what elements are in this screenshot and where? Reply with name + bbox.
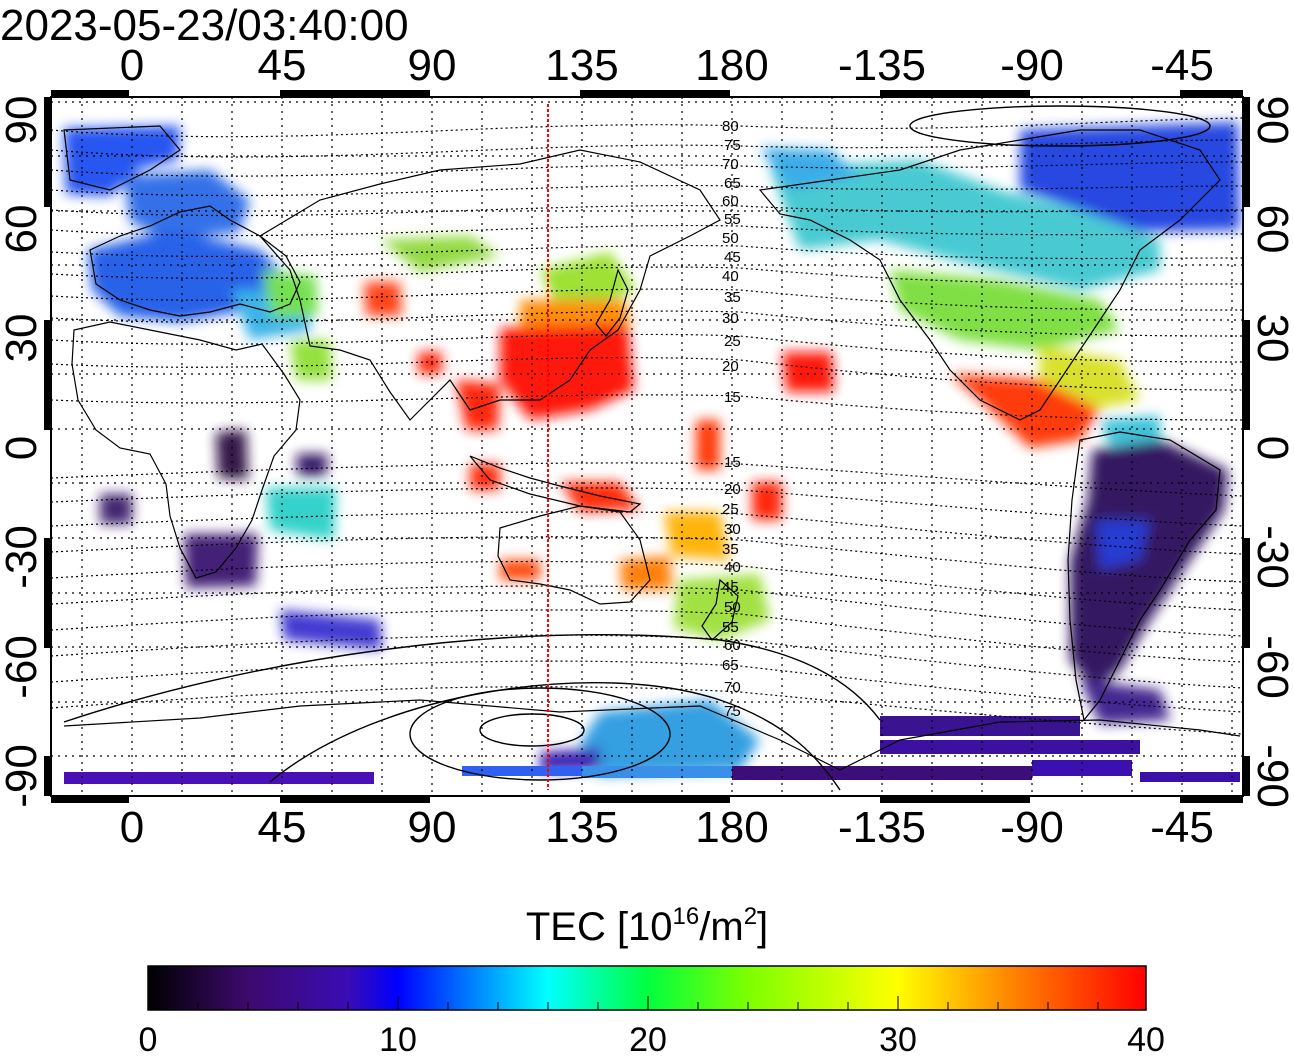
tec-patch [266, 488, 336, 540]
contour-label: 65 [724, 175, 741, 192]
contour-label: 20 [724, 481, 741, 498]
contour-label: 65 [722, 657, 739, 674]
bottom-tick: 0 [119, 803, 145, 852]
contour-label: 15 [724, 454, 741, 471]
tec-patch [664, 512, 730, 560]
magnetic-contours [51, 117, 1243, 735]
contour-label: 55 [724, 211, 741, 228]
tec-patch [950, 374, 1100, 448]
coastlines [63, 125, 1241, 771]
tec-band [732, 766, 1032, 780]
tec-patch [290, 340, 332, 380]
tec-patch [418, 352, 442, 374]
top-tick: 90 [407, 41, 457, 90]
pole-contours [63, 105, 1211, 791]
bottom-tick: -90 [1000, 803, 1064, 852]
bottom-tick: 180 [695, 803, 769, 852]
tec-patch [456, 380, 500, 430]
contour-label: 75 [724, 137, 741, 154]
grid [51, 97, 1243, 796]
contour-label: 30 [722, 310, 739, 327]
colorbar-tick-label: 30 [879, 1021, 917, 1059]
tec-patch [1096, 520, 1150, 570]
tec-patch [752, 482, 782, 520]
tec-band [1032, 760, 1132, 776]
contour-label: 75 [724, 703, 741, 720]
tec-patch [380, 236, 500, 272]
contour-label: 80 [722, 118, 739, 135]
bottom-tick: -45 [1150, 803, 1214, 852]
contour-label: 50 [724, 599, 741, 616]
tec-patch [770, 160, 1160, 290]
contour-labels-north: 80 75 70 65 60 55 50 45 40 35 30 25 20 1… [722, 118, 741, 406]
contour-label: 45 [722, 579, 739, 596]
tec-patch [620, 556, 672, 590]
timestamp-title: 2023-05-23/03:40:00 [0, 1, 409, 50]
contour-label: 35 [724, 289, 741, 306]
tec-patch [470, 464, 500, 490]
contour-label: 60 [722, 193, 739, 210]
contour-label: 70 [724, 679, 741, 696]
colorbar-title: TEC [1016/m2] [525, 903, 769, 950]
bottom-tick: 90 [407, 803, 457, 852]
colorbar-tick-label: 10 [379, 1021, 417, 1059]
tec-patch [280, 610, 382, 650]
tec-patch [262, 270, 318, 318]
top-tick: -135 [837, 41, 927, 90]
contour-label: 35 [722, 541, 739, 558]
contour-label: 50 [722, 230, 739, 247]
colorbar-ticks [197, 996, 1099, 1010]
top-tick: 0 [119, 41, 145, 90]
tec-patch [890, 270, 1120, 350]
colorbar-tick-label: 20 [629, 1021, 667, 1059]
contour-label: 15 [724, 389, 741, 406]
colorbar-tick-label: 0 [138, 1021, 158, 1059]
colorbar-tick-label: 40 [1127, 1021, 1165, 1059]
tec-patch [1100, 416, 1160, 446]
tec-patch [782, 352, 834, 392]
top-tick: -45 [1150, 41, 1214, 90]
tec-patch [124, 170, 250, 240]
contour-label: 40 [722, 268, 739, 285]
axis-ticks [44, 90, 1250, 803]
tec-patch [560, 482, 640, 512]
contour-label: 30 [724, 521, 741, 538]
bottom-tick: -135 [837, 803, 927, 852]
contour-label: 40 [724, 559, 741, 576]
contour-label: 70 [722, 156, 739, 173]
tec-band [462, 766, 582, 776]
tec-patch [696, 420, 720, 470]
tec-patch [500, 324, 634, 420]
colorbar [147, 965, 1147, 1011]
tec-patch [64, 126, 180, 196]
contour-label: 20 [722, 358, 739, 375]
top-tick: -90 [1000, 41, 1064, 90]
tec-band [1140, 772, 1240, 782]
contour-label: 55 [722, 619, 739, 636]
tec-band [64, 772, 374, 784]
tec-band [880, 740, 1140, 754]
tec-patch [500, 560, 540, 580]
tec-patch [364, 282, 402, 316]
contour-label: 25 [722, 501, 739, 518]
tec-patch [296, 454, 328, 476]
top-tick: 135 [545, 41, 619, 90]
bottom-tick: 135 [545, 803, 619, 852]
tec-patch [1020, 122, 1240, 232]
tec-band [582, 766, 732, 778]
top-tick: 180 [695, 41, 769, 90]
top-tick: 45 [257, 41, 307, 90]
bottom-tick: 45 [257, 803, 307, 852]
tec-patch [100, 494, 132, 524]
contour-label: 60 [724, 637, 741, 654]
contour-label: 25 [724, 333, 741, 350]
contour-label: 45 [724, 249, 741, 266]
tec-patch [184, 534, 258, 588]
contour-labels-south: 15 20 25 30 35 40 45 50 55 60 65 70 75 [722, 454, 741, 720]
tec-patch [1080, 680, 1170, 724]
